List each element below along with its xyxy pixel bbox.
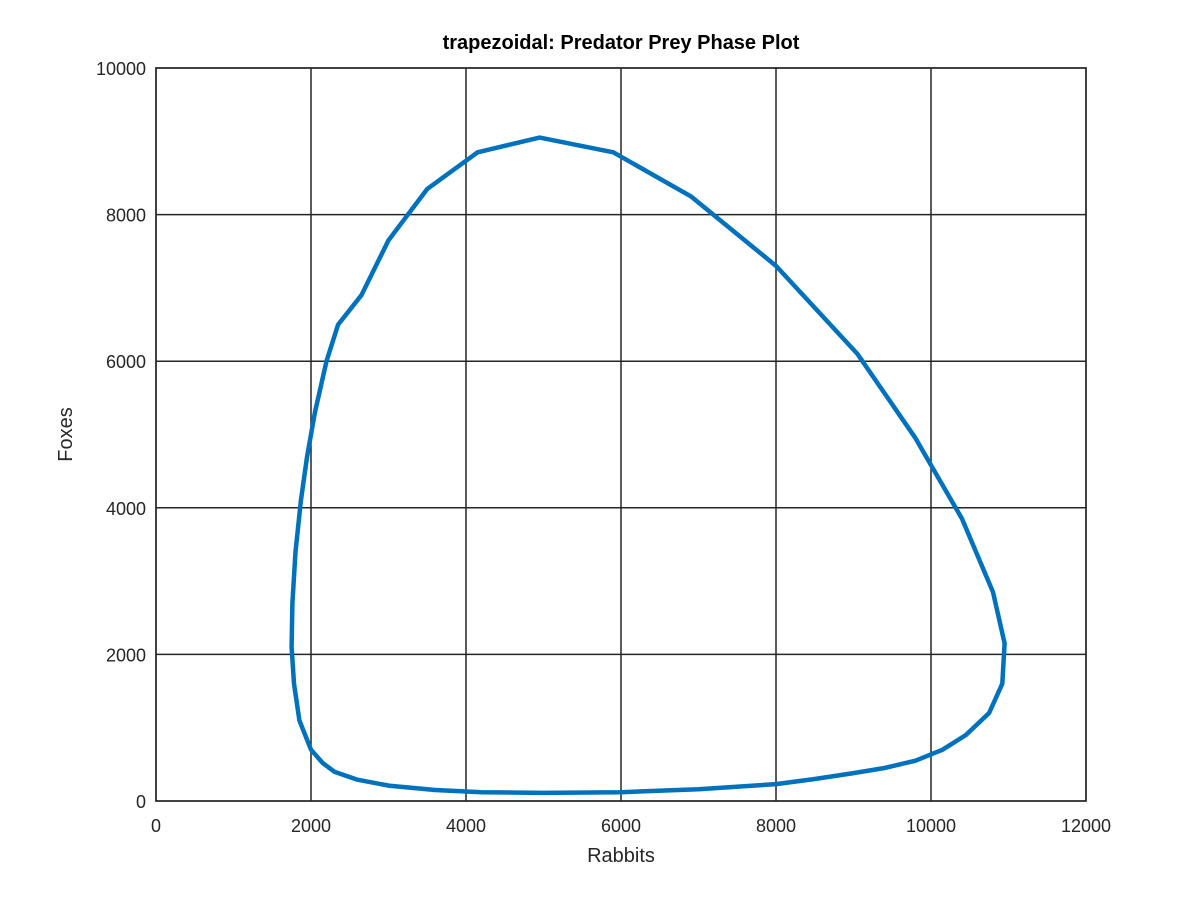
axes-frame [155, 67, 1087, 802]
grid-lines [156, 68, 1086, 801]
y-tick-label: 6000 [106, 352, 146, 372]
x-tick-label: 2000 [291, 816, 331, 836]
y-tick-label: 2000 [106, 645, 146, 665]
x-tick-label: 0 [151, 816, 161, 836]
tick-labels: 0 2000 4000 6000 8000 10000 12000 0 2000 4000 6000… [96, 59, 1111, 836]
y-tick-label: 8000 [106, 206, 146, 226]
y-tick-label: 0 [136, 792, 146, 812]
y-axis-label: Foxes [55, 407, 77, 461]
x-tick-label: 4000 [446, 816, 486, 836]
y-tick-label: 4000 [106, 499, 146, 519]
chart-title: trapezoidal: Predator Prey Phase Plot [443, 32, 800, 54]
x-axis-label: Rabbits [587, 845, 655, 867]
x-tick-label: 10000 [906, 816, 956, 836]
x-tick-label: 12000 [1061, 816, 1111, 836]
x-tick-label: 8000 [756, 816, 796, 836]
series-line [289, 135, 1007, 796]
x-tick-label: 6000 [601, 816, 641, 836]
y-tick-label: 10000 [96, 59, 146, 79]
series-layer [289, 135, 1007, 796]
